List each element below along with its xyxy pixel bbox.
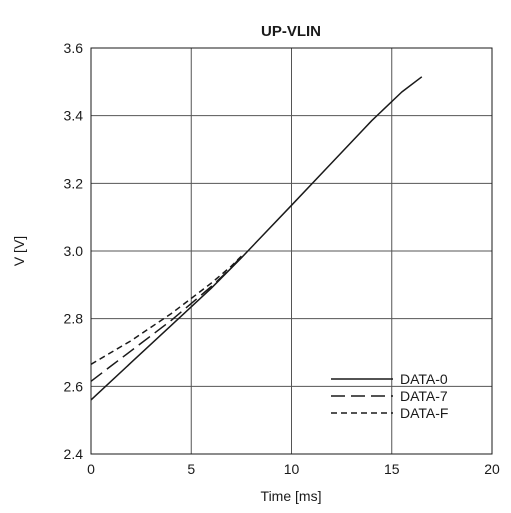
x-tick-label: 0: [87, 461, 95, 477]
grid: [91, 48, 492, 454]
x-axis-label: Time [ms]: [261, 488, 322, 504]
axis-ticks: 0 5 10 15 20 2.4 2.6 2.8 3.0 3.2 3.4 3.6: [64, 40, 500, 477]
legend-label-data-f: DATA-F: [400, 405, 448, 421]
x-tick-label: 15: [384, 461, 400, 477]
y-tick-label: 2.8: [64, 311, 84, 327]
series-lines: [90, 76, 423, 401]
y-tick-label: 2.6: [64, 378, 84, 394]
legend-label-data-0: DATA-0: [400, 371, 448, 387]
y-axis-label: V [V]: [11, 236, 27, 266]
y-tick-label: 2.4: [64, 446, 84, 462]
y-tick-label: 3.2: [64, 175, 84, 191]
plot-frame: [90, 47, 493, 455]
x-tick-label: 10: [284, 461, 300, 477]
y-tick-label: 3.6: [64, 40, 84, 56]
chart-title: UP-VLIN: [261, 23, 321, 40]
y-tick-label: 3.0: [64, 243, 84, 259]
x-tick-label: 5: [187, 461, 195, 477]
legend-label-data-7: DATA-7: [400, 388, 448, 404]
y-tick-label: 3.4: [64, 108, 84, 124]
series-line-data-7: [90, 255, 242, 382]
series-line-data-0: [90, 76, 423, 401]
x-tick-label: 20: [484, 461, 500, 477]
series-line-data-f: [90, 255, 242, 365]
